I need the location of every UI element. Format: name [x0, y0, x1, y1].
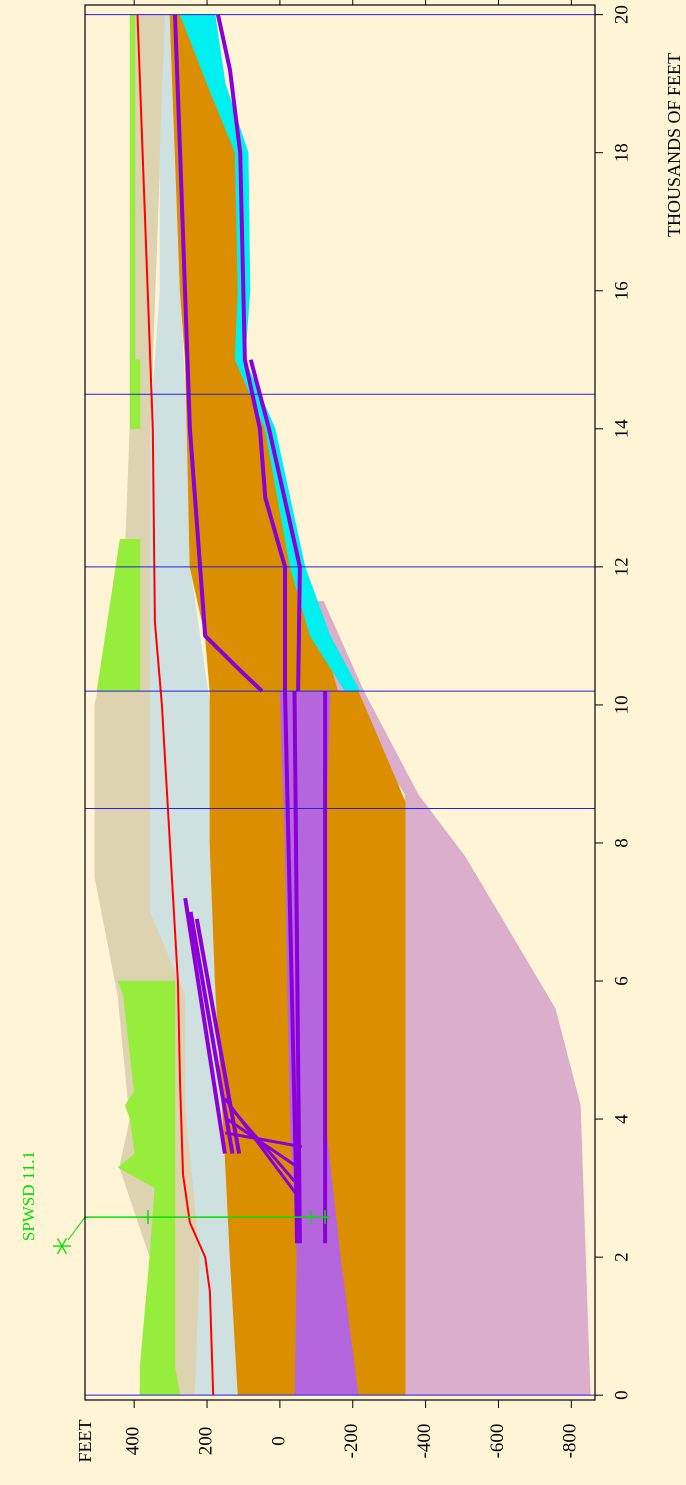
y-tick-label: -400: [414, 1424, 435, 1459]
x-tick-label: 10: [611, 695, 632, 714]
x-tick-label: 0: [611, 1390, 632, 1400]
x-tick-label: 6: [611, 976, 632, 986]
y-tick-label: -800: [560, 1424, 581, 1459]
well-label: SPWSD 11.1: [19, 1151, 38, 1241]
x-axis-label: THOUSANDS OF FEET: [664, 53, 684, 237]
x-tick-label: 12: [611, 557, 632, 576]
y-tick-label: 400: [123, 1427, 144, 1456]
y-axis-label: FEET: [75, 1419, 95, 1462]
y-tick-label: -600: [487, 1424, 508, 1459]
x-tick-label: 4: [611, 1114, 632, 1124]
x-tick-label: 14: [611, 419, 632, 439]
x-tick-label: 2: [611, 1252, 632, 1262]
chart: THOUSANDS OF FEET FEET SPWSD 11.1 -800 -60…: [0, 0, 686, 1480]
y-tick-label: 0: [268, 1436, 289, 1446]
x-tick-label: 16: [611, 281, 632, 300]
page: {"chart_data": { "type": "cross-section"…: [0, 0, 686, 1480]
x-tick-label: 8: [611, 838, 632, 848]
x-tick-label: 18: [611, 143, 632, 162]
x-tick-label: 20: [611, 5, 632, 24]
layer: [130, 15, 135, 360]
y-tick-label: -200: [341, 1424, 362, 1459]
y-tick-label: 200: [195, 1427, 216, 1456]
